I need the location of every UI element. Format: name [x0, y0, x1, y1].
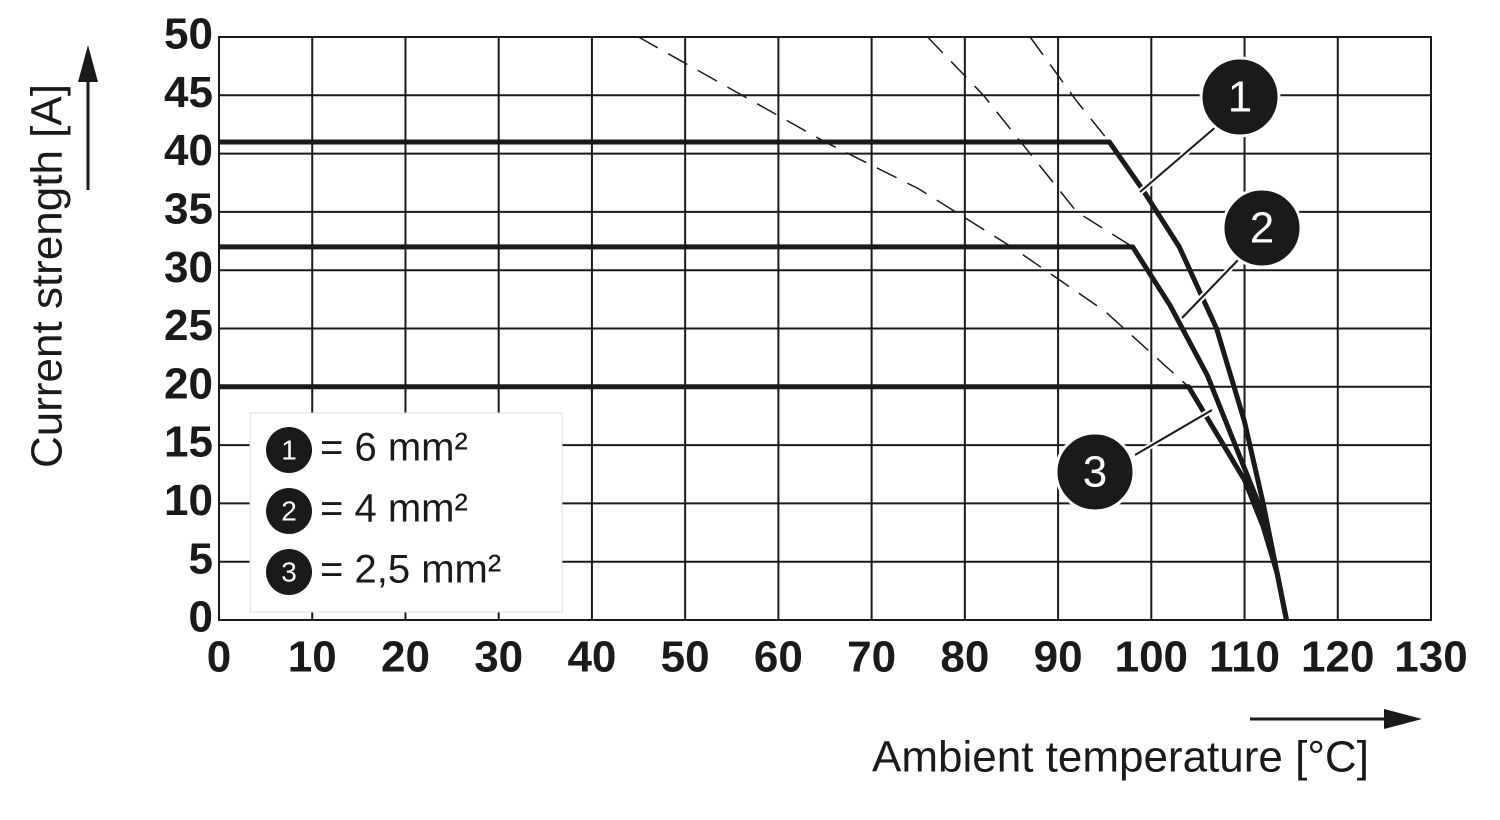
callout-marker [1221, 187, 1303, 269]
x-tick-label: 20 [381, 633, 430, 682]
x-tick-label: 90 [1034, 633, 1083, 682]
callout-leader [1134, 409, 1213, 456]
x-tick-label: 0 [207, 633, 231, 682]
x-axis-arrowhead [1384, 709, 1422, 729]
y-tick-label: 20 [164, 359, 213, 408]
x-tick-label: 130 [1394, 633, 1467, 682]
legend-label: = 4 mm² [320, 487, 468, 531]
x-tick-label: 40 [567, 633, 616, 682]
x-tick-label: 70 [847, 633, 896, 682]
x-axis-label: Ambient temperature [°C] [872, 733, 1369, 782]
legend-marker-number: 3 [281, 556, 297, 587]
callout-leader [1181, 257, 1241, 319]
x-tick-label: 10 [288, 633, 337, 682]
legend-label: = 6 mm² [320, 426, 468, 470]
legend-label: = 2,5 mm² [320, 548, 501, 592]
series-line [1029, 36, 1110, 143]
y-axis-arrowhead [78, 45, 98, 82]
y-tick-label: 50 [164, 10, 213, 59]
y-tick-label: 5 [189, 534, 213, 583]
y-tick-label: 35 [164, 185, 213, 234]
y-tick-label: 0 [189, 593, 213, 642]
callout-leader [1139, 124, 1219, 193]
series-line [927, 36, 1134, 248]
legend-marker [266, 427, 312, 473]
callout-marker [1054, 431, 1136, 513]
callout-number: 3 [1083, 448, 1107, 497]
y-tick-label: 30 [164, 243, 213, 292]
y-tick-label: 40 [164, 126, 213, 175]
legend-marker-number: 1 [281, 434, 297, 465]
x-tick-label: 30 [474, 633, 523, 682]
legend-marker [266, 488, 312, 534]
x-tick-label: 110 [1209, 633, 1280, 682]
x-tick-label: 50 [661, 633, 710, 682]
y-axis-label: Current strength [A] [23, 84, 72, 468]
callout-number: 2 [1250, 204, 1274, 253]
callout-marker [1199, 56, 1281, 138]
x-tick-label: 80 [940, 633, 989, 682]
plot-frame [218, 36, 1432, 621]
y-tick-label: 25 [164, 301, 213, 350]
callout-number: 1 [1228, 73, 1252, 122]
legend-marker [266, 549, 312, 595]
legend-marker-number: 2 [281, 495, 297, 526]
x-tick-label: 120 [1301, 633, 1374, 682]
y-tick-label: 10 [164, 476, 213, 525]
x-tick-label: 100 [1115, 633, 1188, 682]
x-tick-label: 60 [754, 633, 803, 682]
series-line [638, 36, 1190, 388]
y-tick-label: 15 [164, 418, 213, 467]
y-tick-label: 45 [164, 68, 213, 117]
